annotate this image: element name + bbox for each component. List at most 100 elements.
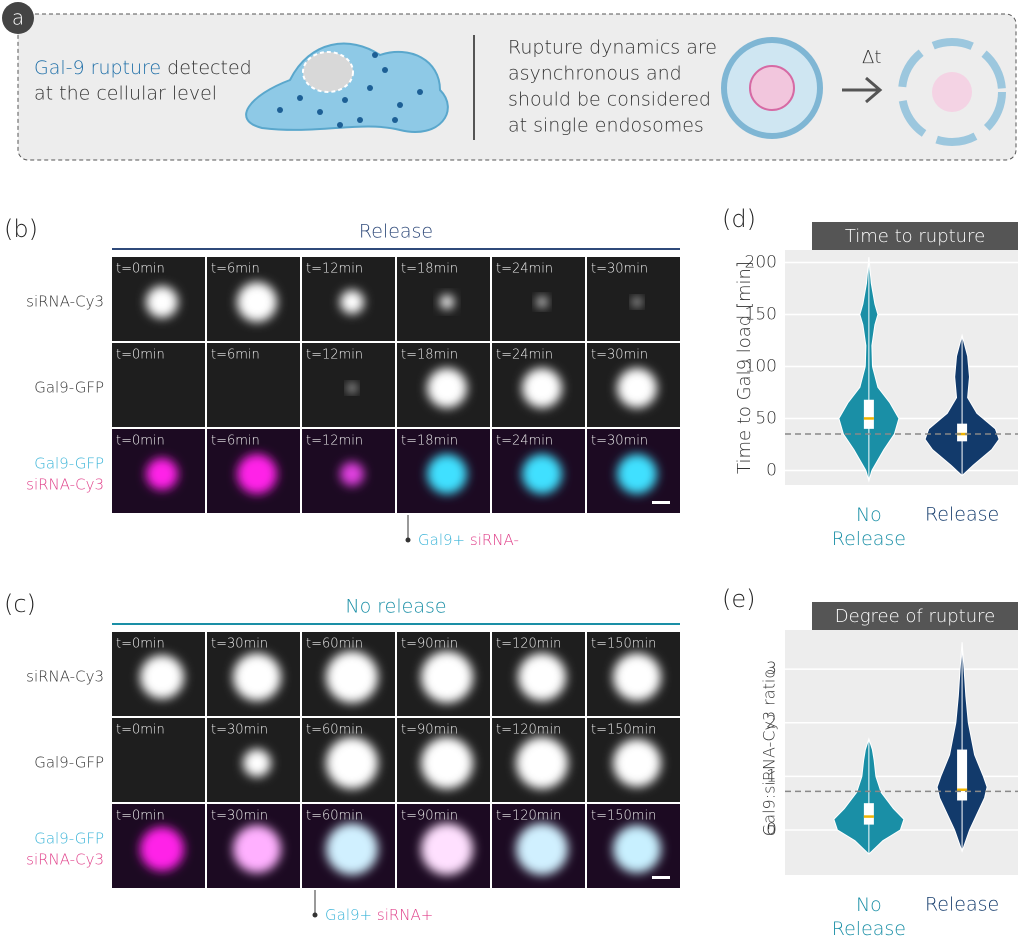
time-label: t=60min (306, 723, 363, 738)
x-tick-label: Release (925, 504, 999, 526)
signal (140, 827, 184, 871)
time-label: t=150min (591, 809, 656, 824)
label-line: Release (832, 918, 906, 940)
x-tick-label: Release (925, 894, 999, 916)
signal (237, 454, 277, 494)
signal (427, 454, 467, 494)
signal (326, 737, 378, 789)
signal (421, 823, 473, 875)
image-tile (207, 343, 300, 427)
panel-label: a (12, 6, 24, 30)
time-label: t=18min (401, 348, 458, 363)
panel-label: (e) (722, 585, 756, 613)
cell-dots (277, 52, 423, 128)
y-tick-label: 200 (745, 252, 777, 272)
highlight: Gal-9 rupture (34, 57, 161, 79)
image-grid: t=0min t=30min t=60min t=90min t=120min t=150… (112, 632, 680, 888)
delta: Δt (862, 47, 881, 68)
panel-a-text: Gal-9 rupture detected (34, 57, 252, 79)
image-tile (587, 257, 680, 341)
y-tick-label: 1 (766, 766, 777, 786)
time-label: t=12min (306, 348, 363, 363)
panel-label: (c) (4, 590, 36, 618)
signal (522, 368, 562, 408)
time-label: t=90min (401, 637, 458, 652)
signal (421, 737, 473, 789)
y-tick-label: 0 (766, 460, 777, 480)
box (863, 399, 874, 429)
y-tick-label: 2 (766, 713, 777, 733)
label-line: Release (832, 528, 906, 550)
time-label: t=24min (496, 262, 553, 277)
panel-a-text: Rupture dynamics are (508, 37, 717, 59)
time-label: t=18min (401, 262, 458, 277)
title-box (812, 222, 1018, 250)
signal (617, 454, 657, 494)
time-label: t=0min (116, 723, 165, 738)
time-label: t=60min (306, 809, 363, 824)
scale-bar (652, 876, 670, 879)
label-line: No (856, 504, 882, 526)
row-label: siRNA-Cy3 (26, 668, 104, 686)
signal (613, 739, 661, 787)
panel-header: Release (359, 221, 433, 243)
time-label: t=6min (211, 434, 260, 449)
y-tick-label: 100 (745, 356, 777, 376)
time-label: t=30min (591, 262, 648, 277)
time-label: t=30min (211, 809, 268, 824)
endosome-core (749, 65, 795, 111)
nucleus (302, 51, 354, 93)
signal (427, 368, 467, 408)
signal (613, 825, 661, 873)
annotation-dot (405, 537, 411, 543)
box (957, 749, 968, 801)
panel-a-text: should be considered (508, 89, 711, 111)
time-label: t=60min (306, 637, 363, 652)
time-label: t=120min (496, 637, 561, 652)
signal (140, 655, 184, 699)
signal (518, 653, 566, 701)
time-label: t=120min (496, 723, 561, 738)
signal (233, 653, 281, 701)
row-label: Gal9-GFP (34, 754, 104, 772)
signal (146, 458, 178, 490)
signal (516, 823, 568, 875)
image-tile (112, 718, 205, 802)
time-label: t=0min (116, 809, 165, 824)
y-tick-label: 0 (766, 820, 777, 840)
cell-illustration (245, 42, 449, 133)
time-label: t=30min (211, 723, 268, 738)
x-tick-label: No Release (832, 894, 906, 940)
plot-area (785, 630, 1018, 875)
time-label: t=90min (401, 809, 458, 824)
signal (613, 653, 661, 701)
box (863, 803, 874, 825)
title-box (812, 602, 1018, 630)
time-label: t=90min (401, 723, 458, 738)
signal (340, 462, 364, 486)
signal (348, 384, 356, 392)
time-label: t=0min (116, 348, 165, 363)
signal (146, 286, 178, 318)
signal (326, 651, 378, 703)
y-tick-label: 3 (766, 659, 777, 679)
time-label: t=150min (591, 637, 656, 652)
panel-a-text: at single endosomes (508, 115, 704, 137)
label-line: No (856, 894, 882, 916)
time-label: t=18min (401, 434, 458, 449)
signal (537, 297, 547, 307)
time-label: t=0min (116, 434, 165, 449)
time-label: t=24min (496, 434, 553, 449)
time-label: t=30min (591, 348, 648, 363)
image-grid: t=0min t=6min t=12min t=18min t=24min t=30min… (112, 257, 680, 513)
annotation-part: Gal9+ (325, 906, 372, 924)
y-axis-label: Time to Gal9 load [min] (734, 261, 755, 474)
panel-a-text: at the cellular level (34, 83, 217, 105)
time-label: t=0min (116, 637, 165, 652)
panel-a-badge (2, 2, 34, 34)
time-label: t=6min (211, 262, 260, 277)
signal (421, 651, 473, 703)
annotation-part: siRNA- (470, 531, 519, 549)
row-label: Gal9-GFP (34, 455, 104, 473)
x-tick-label: No Release (832, 504, 906, 550)
